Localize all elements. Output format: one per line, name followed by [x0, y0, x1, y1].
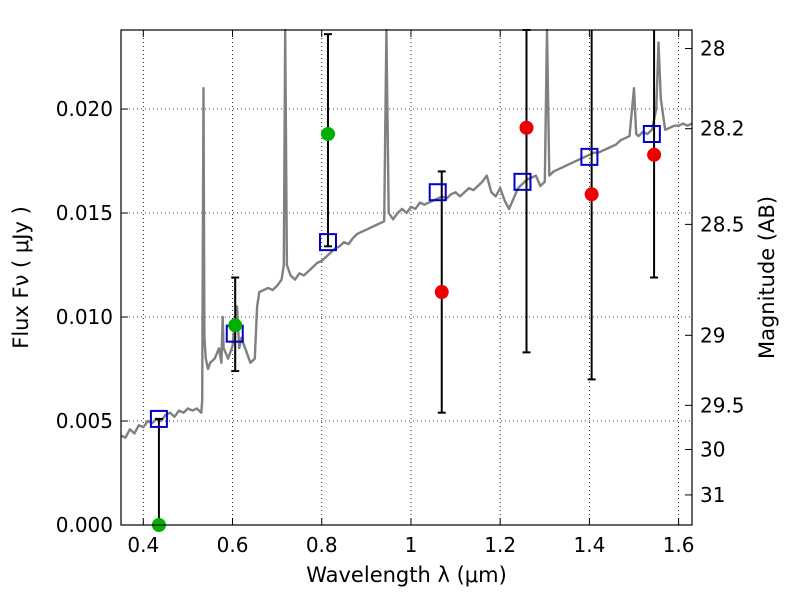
x-tick-label: 1.2 [484, 533, 516, 557]
observed-point-red [434, 285, 449, 300]
plot-frame [120, 29, 693, 526]
y-tick-label: 0.000 [56, 513, 113, 537]
observed-point-green [320, 126, 335, 141]
observed-point-green [228, 318, 243, 333]
y-axis-label: Flux Fν ( μJy ) [9, 206, 33, 349]
x-tick-label: 0.4 [127, 533, 159, 557]
x-tick-label: 0.6 [217, 533, 249, 557]
y2-tick-label: 28.5 [700, 212, 745, 236]
observed-point-red [519, 120, 534, 135]
y-tick-label: 0.005 [56, 409, 113, 433]
model-photometry-square [149, 409, 168, 428]
y-tick-label: 0.015 [56, 201, 113, 225]
model-photometry-square [318, 233, 337, 252]
y-tick-label: 0.020 [56, 97, 113, 121]
x-tick-label: 1.4 [573, 533, 605, 557]
observed-points [151, 120, 662, 532]
y2-axis-label: Magnitude (AB) [755, 196, 779, 359]
model-photometry-square [513, 172, 532, 191]
model-photometry-squares [149, 124, 661, 428]
y2-tick-label: 30 [700, 437, 725, 461]
x-axis-label: Wavelength λ (μm) [306, 563, 507, 587]
model-spectrum [120, 28, 693, 439]
observed-point-red [584, 187, 599, 202]
x-tick-label: 1.6 [663, 533, 695, 557]
observed-point-red [647, 147, 662, 162]
model-photometry-square [642, 124, 661, 143]
x-tick-label: 1 [405, 533, 418, 557]
y2-tick-label: 29.5 [700, 393, 745, 417]
spectrum-line [120, 28, 693, 439]
model-photometry-square [580, 147, 599, 166]
y2-tick-label: 29 [700, 323, 725, 347]
y2-tick-label: 31 [700, 483, 725, 507]
grid-lines [121, 30, 692, 526]
error-bars [154, 29, 659, 525]
y2-tick-label: 28 [700, 37, 725, 61]
model-photometry-square [428, 183, 447, 202]
y-tick-label: 0.010 [56, 305, 113, 329]
tick-labels: 0.4 0.6 0.8 1 1.2 1.4 1.6 0.000 0.005 0.010 0.015 0… [56, 37, 745, 557]
x-tick-label: 0.8 [306, 533, 338, 557]
axis-ticks [121, 30, 692, 526]
y2-tick-label: 28.2 [700, 117, 745, 141]
